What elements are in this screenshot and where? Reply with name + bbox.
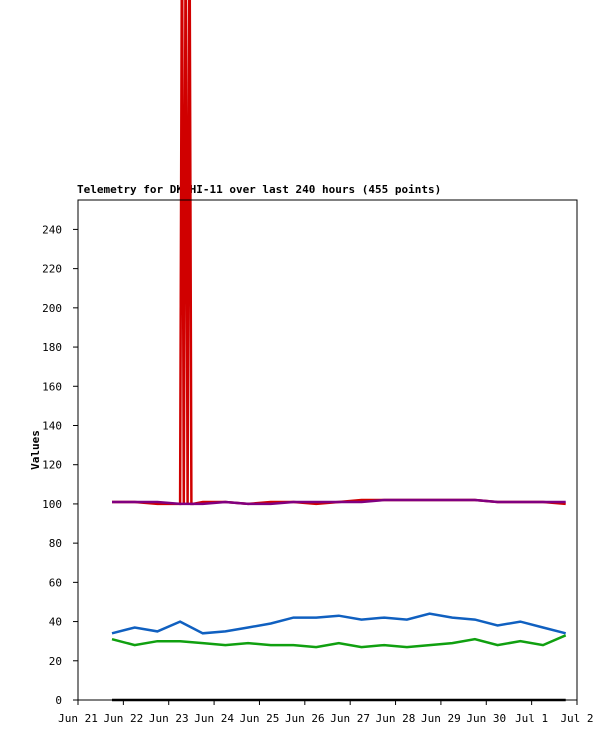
- x-tick-label: Jun 30: [466, 712, 506, 725]
- y-tick-label: 40: [49, 616, 62, 629]
- x-tick-label: Jun 28: [376, 712, 416, 725]
- x-tick-label: Jun 27: [330, 712, 370, 725]
- y-tick-label: 100: [42, 498, 62, 511]
- y-tick-label: 60: [49, 576, 62, 589]
- y-tick-label: 240: [42, 223, 62, 236]
- y-tick-label: 140: [42, 419, 62, 432]
- y-tick-label: 200: [42, 302, 62, 315]
- x-tick-label: Jun 25: [240, 712, 280, 725]
- y-tick-label: 160: [42, 380, 62, 393]
- y-axis-label: Values: [29, 430, 42, 470]
- series-line: [111, 612, 567, 635]
- y-tick-label: 20: [49, 655, 62, 668]
- x-tick-label: Jun 29: [421, 712, 461, 725]
- chart-title: Telemetry for DK9HI-11 over last 240 hou…: [77, 183, 441, 196]
- x-tick-label: Jul 1: [515, 712, 548, 725]
- x-tick-label: Jun 23: [149, 712, 189, 725]
- y-tick-label: 80: [49, 537, 62, 550]
- series-line: [112, 498, 566, 506]
- x-tick-label: Jun 26: [285, 712, 325, 725]
- y-tick-label: 120: [42, 459, 62, 472]
- x-tick-label: Jun 22: [103, 712, 143, 725]
- x-tick-label: Jun 21: [58, 712, 98, 725]
- y-tick-label: 180: [42, 341, 62, 354]
- x-tick-label: Jun 24: [194, 712, 234, 725]
- plot-border: [77, 199, 578, 701]
- y-tick-label: 0: [55, 694, 62, 707]
- x-tick-label: Jul 2: [560, 712, 593, 725]
- series-line: [111, 634, 567, 649]
- y-tick-label: 220: [42, 263, 62, 276]
